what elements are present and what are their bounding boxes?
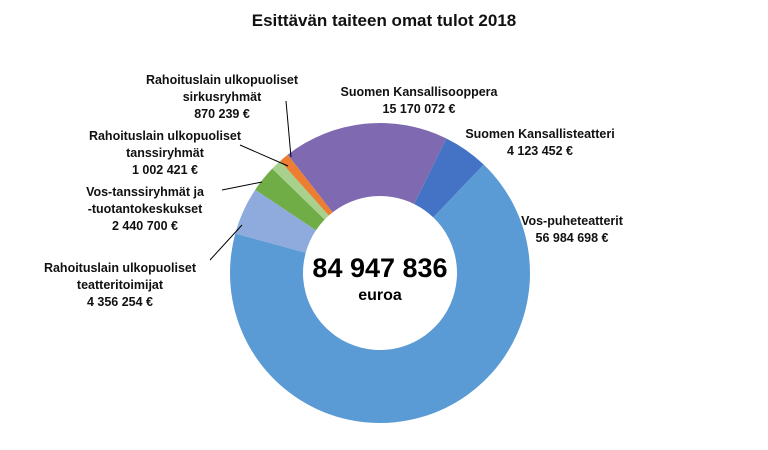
label-value: 2 440 700 €: [111, 219, 179, 233]
data-label-4: Vos-tanssiryhmät ja -tuotantokeskukset 2 4…: [86, 184, 204, 235]
label-value: 1 002 421 €: [131, 163, 199, 177]
leader-line-6: [285, 100, 292, 158]
slice-6: [280, 154, 333, 216]
leader-line-4: [221, 181, 263, 191]
slice-4: [255, 168, 325, 231]
slice-3: [235, 189, 316, 253]
label-name: -tuotantokeskukset: [87, 202, 203, 216]
label-name: teatteritoimijat: [76, 278, 164, 292]
slice-2: [230, 164, 531, 424]
leader-line-3: [209, 224, 243, 261]
data-label-5: Rahoituslain ulkopuoliset tanssiryhmät 1 0…: [89, 128, 241, 179]
label-name: Rahoituslain ulkopuoliset: [88, 129, 242, 143]
label-name: Vos-puheteatterit: [521, 214, 623, 228]
label-value: 56 984 698 €: [535, 231, 609, 245]
data-label-2: Vos-puheteatterit 56 984 698 €: [521, 213, 623, 247]
leader-line-5: [239, 144, 289, 167]
center-total: 84 947 836: [312, 253, 448, 283]
data-label-0: Suomen Kansallisooppera 15 170 072 €: [341, 84, 498, 118]
slice-0: [287, 122, 447, 213]
data-label-3: Rahoituslain ulkopuoliset teatteritoimija…: [44, 260, 196, 311]
label-name: Rahoituslain ulkopuoliset: [43, 261, 197, 275]
label-name: tanssiryhmät: [126, 146, 204, 160]
label-name: Suomen Kansallisteatteri: [465, 127, 615, 141]
label-value: 15 170 072 €: [382, 102, 456, 116]
slice-5: [272, 160, 329, 220]
label-name: Suomen Kansallisooppera: [340, 85, 498, 99]
label-name: Vos-tanssiryhmät ja: [86, 185, 204, 199]
data-label-1: Suomen Kansallisteatteri 4 123 452 €: [465, 126, 614, 160]
data-label-6: Rahoituslain ulkopuoliset sirkusryhmät 870…: [146, 72, 298, 123]
center-unit: euroa: [358, 287, 402, 304]
label-name: Rahoituslain ulkopuoliset: [145, 73, 299, 87]
slice-1: [414, 138, 484, 218]
chart-title: Esittävän taiteen omat tulot 2018: [251, 11, 517, 30]
label-name: sirkusryhmät: [182, 90, 262, 104]
label-value: 4 356 254 €: [86, 295, 154, 309]
label-value: 4 123 452 €: [506, 144, 574, 158]
label-value: 870 239 €: [194, 107, 250, 121]
